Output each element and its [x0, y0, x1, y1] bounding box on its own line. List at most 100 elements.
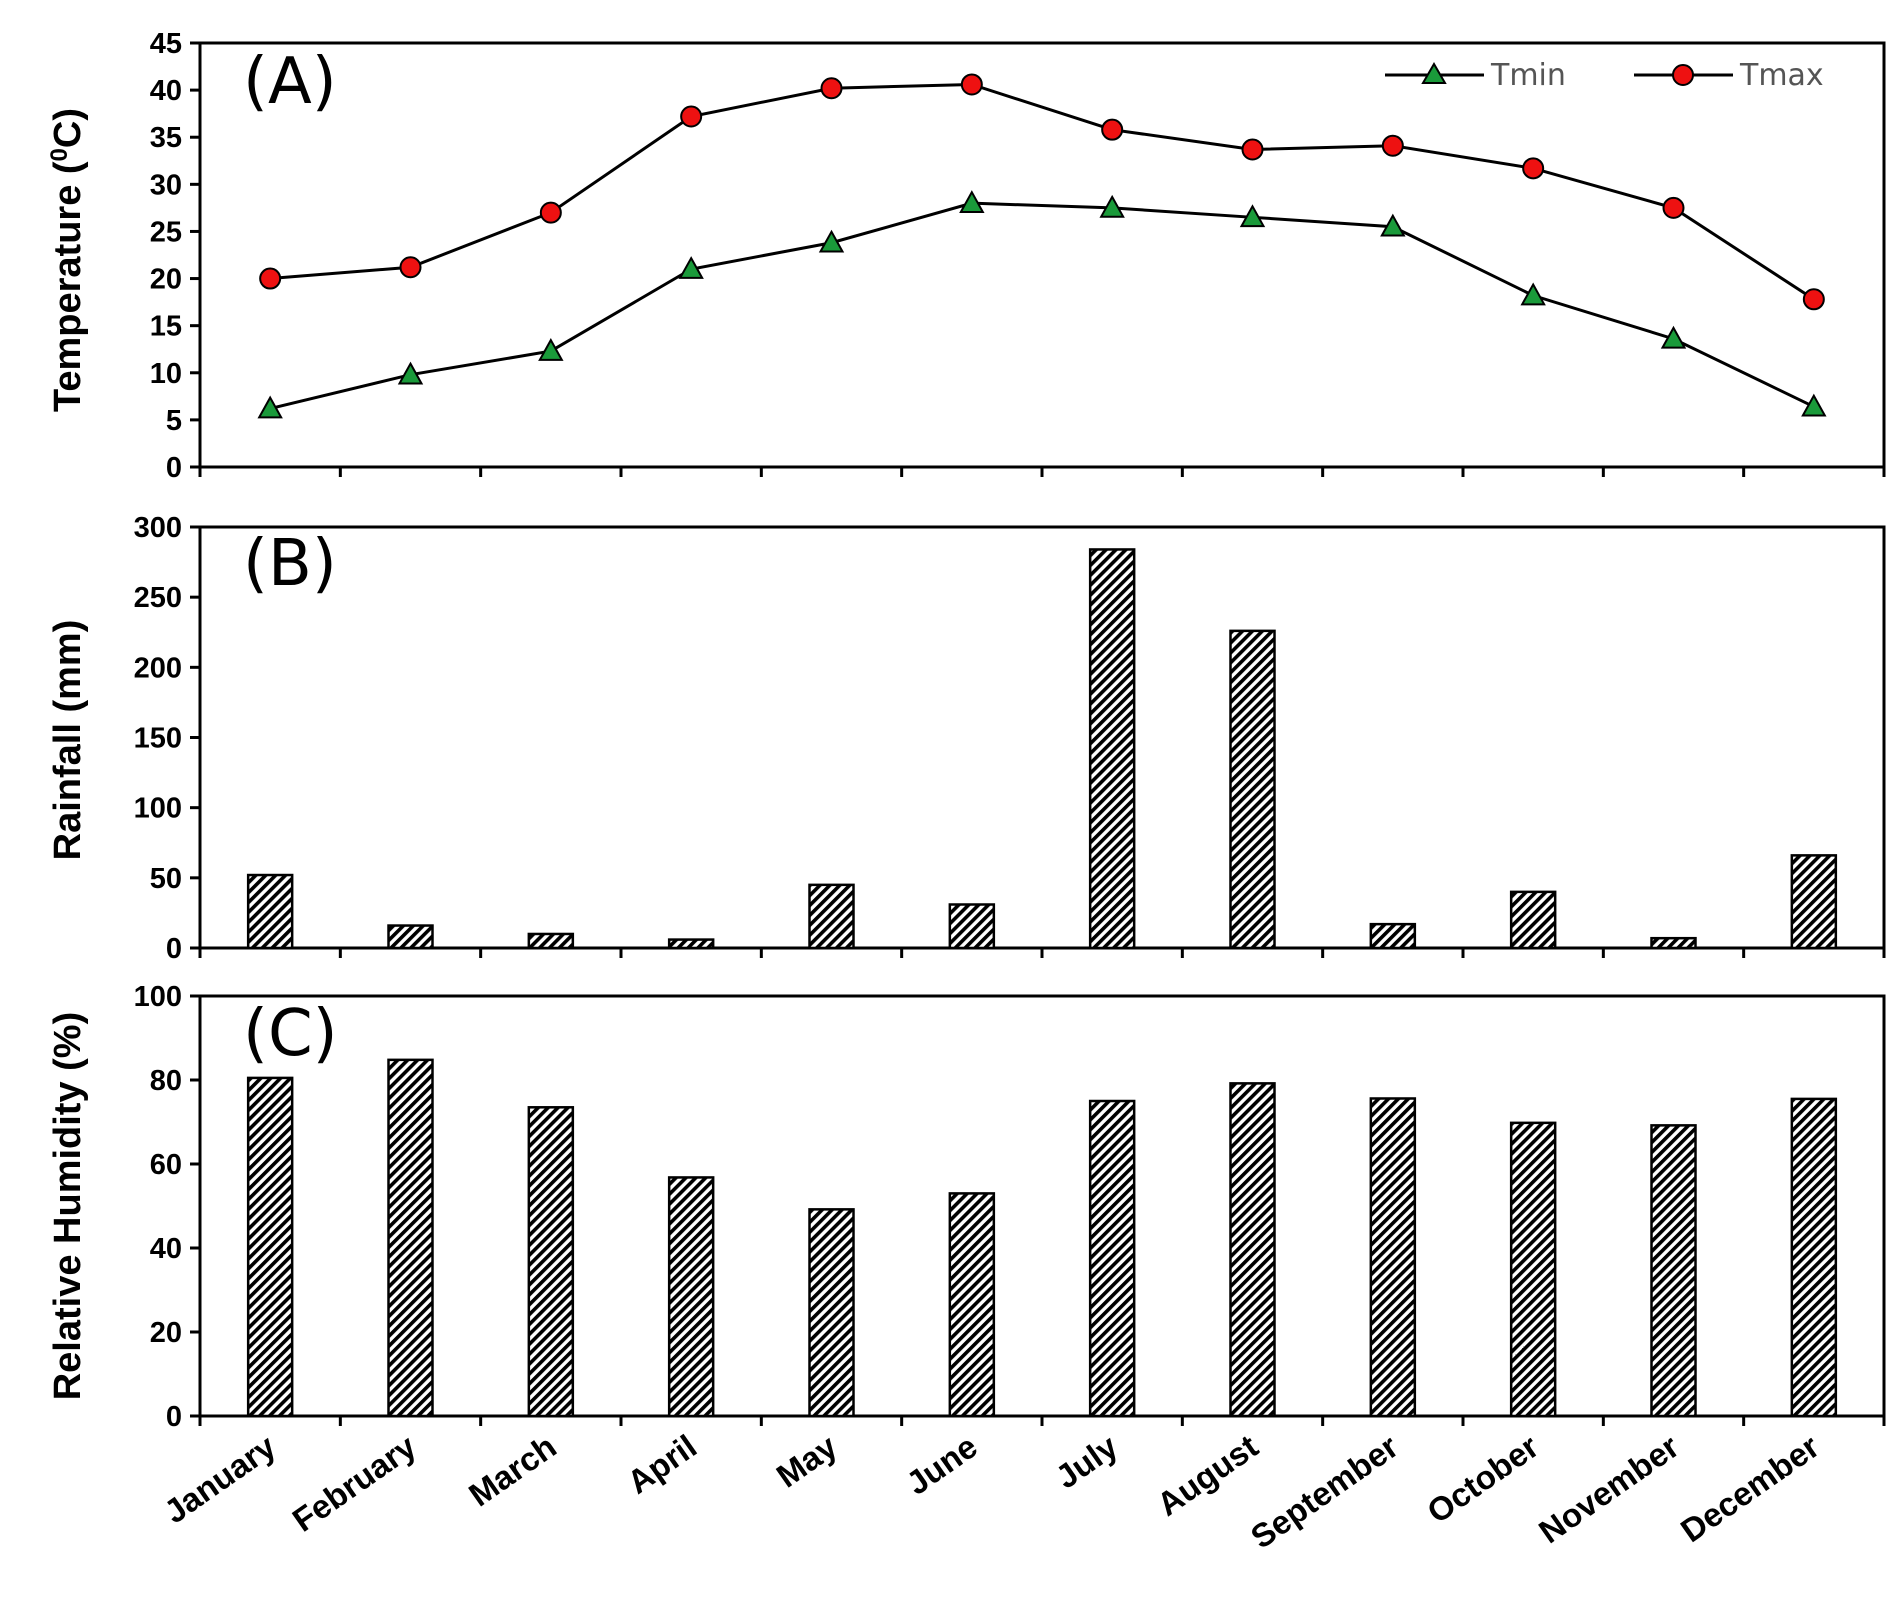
month-label-october: October: [1420, 1427, 1545, 1530]
month-label-february: February: [286, 1427, 423, 1539]
tmin-point-april: [678, 256, 704, 279]
rainfall-ytick-label: 200: [134, 652, 182, 684]
rainfall-ytick-label: 250: [134, 582, 182, 614]
humidity-ytick-label: 60: [150, 1149, 182, 1181]
rainfall-bar-september: [1369, 922, 1417, 950]
humidity-plot-frame: [198, 994, 1886, 1418]
rainfall-bar-november: [1650, 936, 1697, 950]
humidity-panel: (C) Relative Humidity (%) 0 20 40 60 80 100 J…: [47, 981, 1886, 1556]
tmax-point-january: [259, 267, 282, 290]
month-label-april: April: [620, 1427, 703, 1500]
temperature-legend: Tmin Tmax: [1385, 58, 1824, 93]
humidity-bar-june: [948, 1192, 996, 1418]
temperature-y-ticks: 0 5 10 15 20 25 30 35 40 45: [150, 28, 200, 484]
tmax-point-december: [1802, 288, 1825, 311]
humidity-ytick-label: 20: [150, 1317, 182, 1349]
tmin-point-may: [818, 229, 845, 253]
humidity-bar-january: [246, 1076, 294, 1418]
tmax-point-march: [539, 201, 562, 224]
rainfall-bars: [246, 548, 1838, 950]
legend-tmax-marker: [1672, 64, 1694, 86]
tmin-line: [269, 201, 1815, 411]
temperature-panel: (A) Temperature (0C) 051015202530354045 …: [46, 28, 1886, 484]
temperature-ytick-label: 30: [150, 169, 182, 201]
temperature-ytick-label: 10: [150, 358, 182, 390]
temperature-ytick-label: 45: [150, 28, 182, 60]
month-label-may: May: [770, 1427, 844, 1495]
humidity-ytick-label: 100: [134, 981, 182, 1013]
rainfall-y-ticks: 0 50 100 150 200 250 300: [134, 512, 200, 965]
month-label-september: September: [1244, 1427, 1405, 1555]
tmin-point-january: [257, 395, 283, 419]
temperature-ytick-label: 5: [166, 405, 182, 437]
rainfall-bar-march: [527, 932, 575, 950]
rainfall-ytick-label: 300: [134, 512, 182, 544]
temperature-ytick-label: 15: [150, 311, 182, 343]
rainfall-plot-frame: [198, 525, 1886, 950]
temperature-panel-label: (A): [243, 45, 337, 119]
rainfall-bar-june: [948, 903, 996, 950]
legend-tmin-label: Tmin: [1490, 58, 1566, 93]
legend-tmin-marker: [1421, 62, 1447, 84]
temperature-x-ticks: [198, 467, 1886, 477]
tmin-point-october: [1520, 282, 1546, 306]
temperature-ytick-label: 20: [150, 264, 182, 296]
rainfall-bar-february: [387, 924, 434, 950]
humidity-ytick-label: 0: [166, 1401, 182, 1433]
rainfall-bar-october: [1509, 890, 1557, 950]
tmax-point-february: [399, 256, 422, 279]
rainfall-bar-july: [1088, 548, 1136, 950]
tmin-point-november: [1660, 325, 1687, 349]
rainfall-bar-january: [246, 873, 294, 950]
tmax-point-july: [1101, 118, 1124, 141]
rainfall-ytick-label: 100: [134, 793, 182, 825]
tmin-point-september: [1380, 213, 1406, 237]
rainfall-bar-august: [1229, 629, 1276, 950]
tmin-point-march: [538, 338, 564, 361]
temperature-series: [257, 73, 1827, 419]
rainfall-bar-december: [1790, 854, 1838, 950]
tmin-point-july: [1099, 194, 1125, 218]
humidity-bar-march: [527, 1106, 575, 1418]
month-label-january: January: [157, 1427, 282, 1530]
rainfall-axis-title: Rainfall (mm): [47, 620, 89, 861]
tmax-line: [270, 82, 1815, 301]
humidity-ytick-label: 40: [150, 1233, 182, 1265]
rainfall-panel: (B) Rainfall (mm) 0 50 100 150 200 250 300: [47, 512, 1886, 965]
month-label-november: November: [1532, 1427, 1686, 1550]
legend-tmax-label: Tmax: [1739, 58, 1824, 93]
temperature-ytick-label: 35: [150, 122, 182, 154]
humidity-y-ticks: 0 20 40 60 80 100: [134, 981, 200, 1433]
month-label-july: July: [1049, 1427, 1125, 1496]
rainfall-ytick-label: 50: [150, 863, 182, 895]
tmin-point-august: [1239, 204, 1266, 228]
humidity-bar-august: [1229, 1082, 1276, 1418]
month-label-june: June: [900, 1427, 984, 1501]
tmax-point-september: [1381, 134, 1404, 157]
tmax-point-april: [680, 105, 703, 128]
rainfall-bar-may: [808, 883, 855, 950]
tmin-point-december: [1801, 393, 1827, 417]
month-label-december: December: [1674, 1427, 1826, 1549]
humidity-bar-april: [667, 1176, 715, 1418]
humidity-axis-title: Relative Humidity (%): [47, 1012, 89, 1401]
month-labels: January February March April May June July Augu…: [157, 1416, 1886, 1556]
rainfall-ytick-label: 150: [134, 723, 182, 755]
temperature-axis-title: Temperature (0C): [46, 108, 89, 412]
tmax-point-may: [820, 77, 843, 100]
humidity-bars: [246, 1058, 1838, 1418]
tmin-point-february: [397, 361, 424, 385]
month-label-august: August: [1150, 1427, 1264, 1523]
humidity-bar-december: [1790, 1097, 1838, 1418]
humidity-bar-october: [1509, 1121, 1557, 1418]
rainfall-panel-label: (B): [243, 527, 337, 601]
rainfall-ytick-label: 0: [166, 933, 182, 965]
tmax-point-november: [1662, 196, 1685, 219]
temperature-ytick-label: 40: [150, 75, 182, 107]
humidity-ytick-label: 80: [150, 1065, 182, 1097]
tmin-point-june: [959, 190, 985, 213]
tmax-point-october: [1522, 157, 1545, 180]
temperature-ytick-label: 0: [166, 452, 182, 484]
month-label-march: March: [462, 1427, 563, 1513]
